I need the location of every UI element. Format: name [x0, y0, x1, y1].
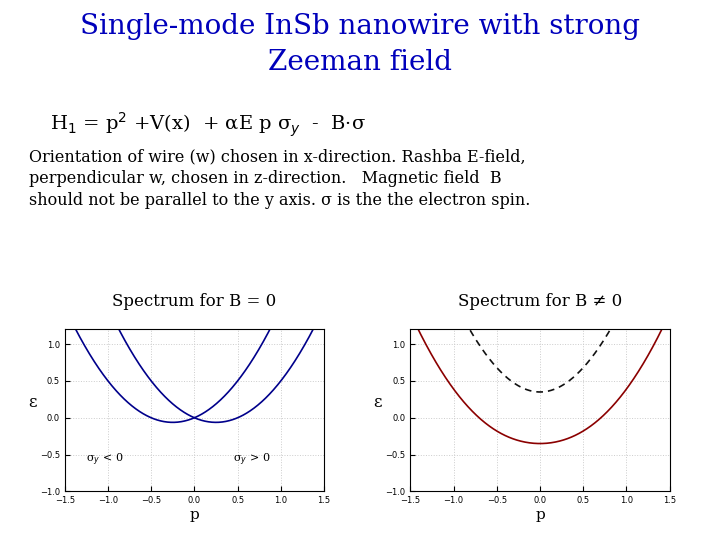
- Text: ε: ε: [28, 394, 37, 411]
- Text: should not be parallel to the y axis. σ is the the electron spin.: should not be parallel to the y axis. σ …: [29, 192, 530, 208]
- Text: Single-mode InSb nanowire with strong: Single-mode InSb nanowire with strong: [80, 14, 640, 40]
- Text: Orientation of wire (w) chosen in x-direction. Rashba E-field,: Orientation of wire (w) chosen in x-dire…: [29, 148, 526, 165]
- Text: perpendicular w, chosen in z-direction.   Magnetic field  B: perpendicular w, chosen in z-direction. …: [29, 170, 501, 187]
- Text: H$_1$ = p$^2$ +V(x)  + αE p σ$_y$  -  B·σ: H$_1$ = p$^2$ +V(x) + αE p σ$_y$ - B·σ: [50, 111, 366, 139]
- Text: Spectrum for B = 0: Spectrum for B = 0: [112, 294, 276, 310]
- Text: σ$_y$ > 0: σ$_y$ > 0: [233, 451, 271, 468]
- Text: σ$_y$ < 0: σ$_y$ < 0: [86, 451, 124, 468]
- X-axis label: p: p: [189, 508, 199, 522]
- X-axis label: p: p: [535, 508, 545, 522]
- Text: Spectrum for B ≠ 0: Spectrum for B ≠ 0: [458, 294, 622, 310]
- Text: Zeeman field: Zeeman field: [268, 49, 452, 76]
- Text: ε: ε: [374, 394, 382, 411]
